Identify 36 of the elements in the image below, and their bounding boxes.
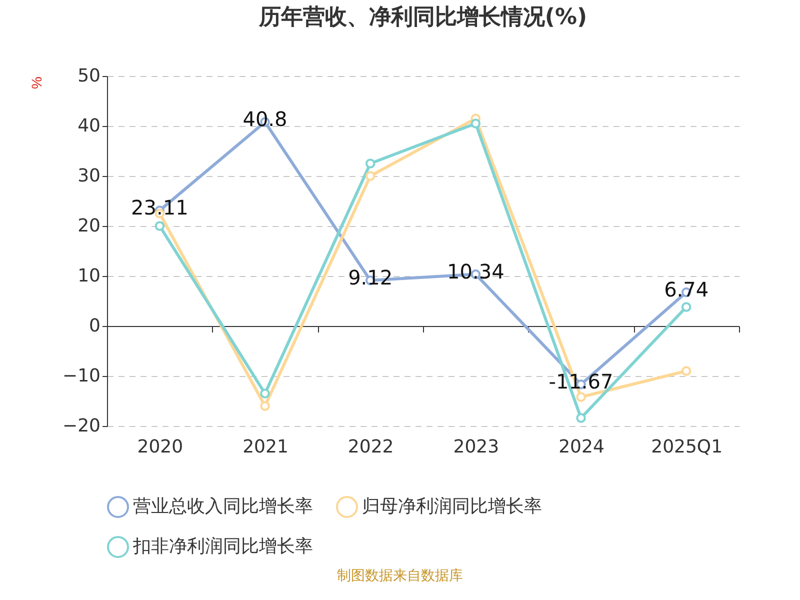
chart-title: 历年营收、净利同比增长情况(%) xyxy=(258,5,588,30)
legend-label: 归母净利润同比增长率 xyxy=(362,496,542,517)
x-tick-label: 2020 xyxy=(137,436,184,458)
data-label: 6.74 xyxy=(664,277,709,302)
point xyxy=(470,118,481,128)
point xyxy=(365,158,376,168)
point xyxy=(681,366,692,376)
point xyxy=(260,388,270,398)
point xyxy=(576,413,586,423)
y-tick-label: −10 xyxy=(62,366,100,386)
y-axis-title: % xyxy=(28,76,45,89)
data-label: 23.11 xyxy=(131,195,188,220)
data-label: -11.67 xyxy=(548,369,614,394)
y-tick-label: 10 xyxy=(78,266,100,286)
legend-label: 扣非净利润同比增长率 xyxy=(132,536,313,557)
point xyxy=(576,392,586,402)
x-tick-label: 2022 xyxy=(348,436,394,458)
x-tick-label: 2021 xyxy=(242,436,288,458)
point xyxy=(681,302,692,312)
point xyxy=(365,171,376,181)
y-tick-label: −20 xyxy=(62,416,100,436)
data-label: 10.34 xyxy=(447,259,504,284)
text: 制图数据来自数据库 xyxy=(336,567,464,585)
x-tick-label: 2025Q1 xyxy=(651,436,723,458)
legend-label: 营业总收入同比增长率 xyxy=(133,496,313,517)
y-tick-label: 0 xyxy=(89,316,100,336)
x-tick-label: 2024 xyxy=(558,436,604,458)
point xyxy=(154,221,165,231)
data-label: 9.12 xyxy=(348,265,393,290)
y-tick-label: 50 xyxy=(78,66,100,86)
data-label: 40.8 xyxy=(242,107,288,131)
point xyxy=(260,401,270,411)
x-tick-label: 2023 xyxy=(453,436,500,458)
y-tick-label: 30 xyxy=(78,166,100,186)
y-tick-label: 40 xyxy=(78,116,100,136)
y-tick-label: 20 xyxy=(78,216,100,236)
